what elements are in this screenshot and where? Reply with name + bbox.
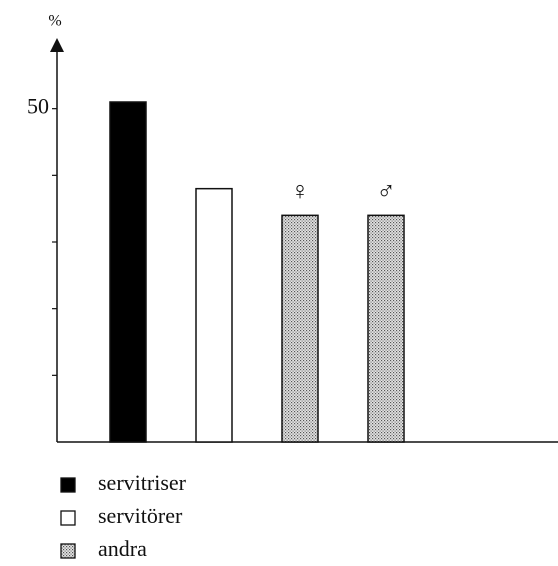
y-tick-label: 50	[27, 94, 49, 119]
legend-swatch	[60, 543, 76, 559]
legend-swatch	[60, 477, 76, 493]
bar	[109, 101, 147, 443]
bar	[367, 214, 405, 443]
legend-swatch	[60, 510, 76, 526]
y-axis-arrow	[50, 38, 64, 52]
bar	[281, 214, 319, 443]
legend-label: servitörer	[98, 503, 183, 528]
y-axis-label: %	[48, 13, 61, 30]
legend-label: servitriser	[98, 470, 187, 495]
category-label: ♂	[376, 176, 396, 205]
legend-label: andra	[98, 536, 147, 561]
category-label: ♀	[290, 176, 310, 205]
bar	[195, 187, 233, 443]
